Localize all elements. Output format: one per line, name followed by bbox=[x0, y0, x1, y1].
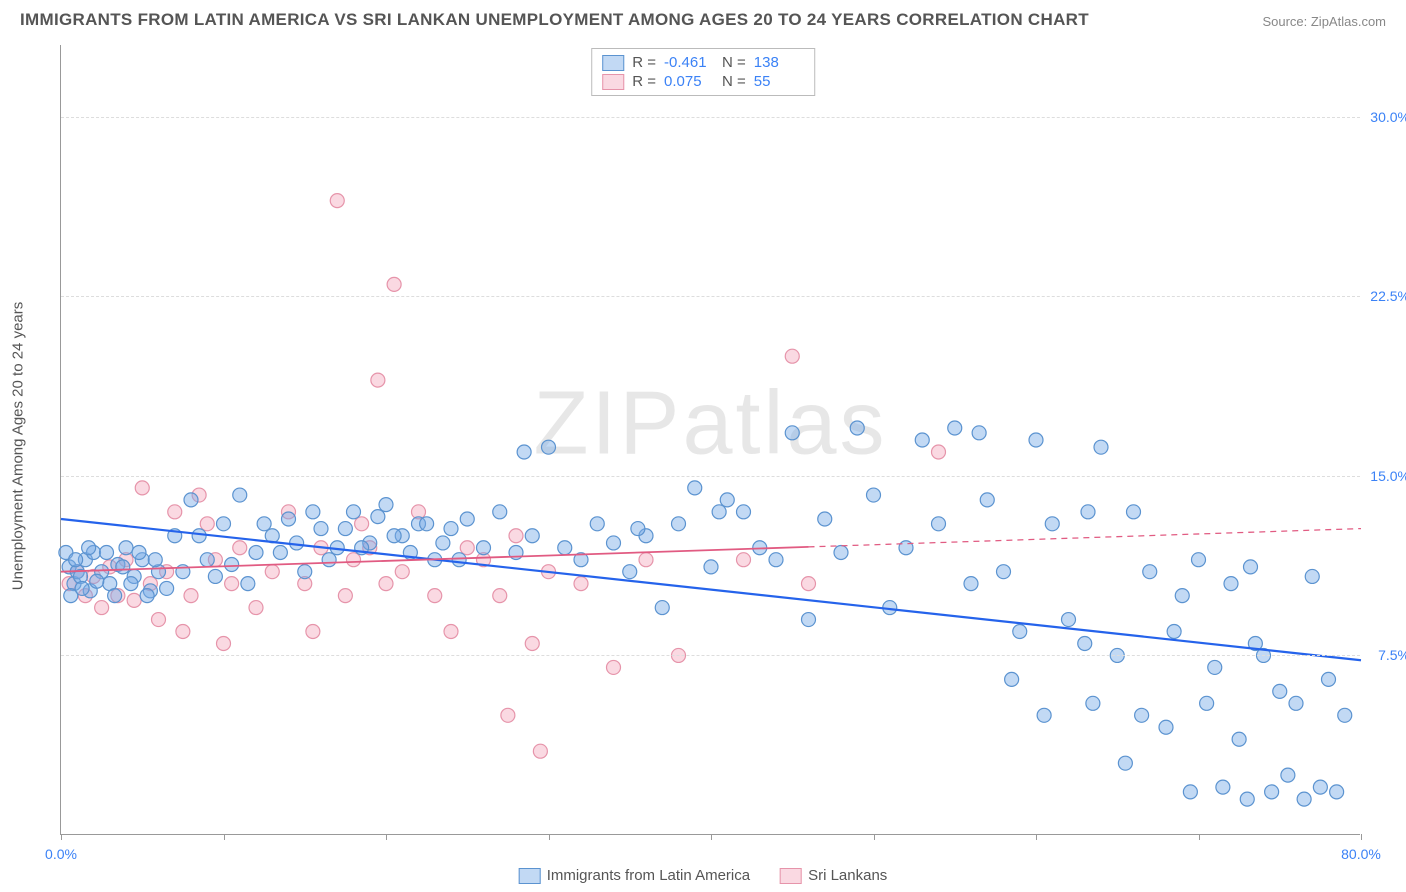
legend-stats-row-pink: R = 0.075 N = 55 bbox=[602, 72, 804, 91]
legend-series: Immigrants from Latin America Sri Lankan… bbox=[519, 867, 888, 884]
legend-swatch-pink bbox=[780, 868, 802, 884]
legend-label-pink: Sri Lankans bbox=[808, 867, 887, 884]
n-value-blue: 138 bbox=[754, 54, 804, 71]
y-tick-label: 15.0% bbox=[1370, 468, 1406, 484]
y-tick-label: 22.5% bbox=[1370, 288, 1406, 304]
legend-item-blue: Immigrants from Latin America bbox=[519, 867, 750, 884]
chart-title: IMMIGRANTS FROM LATIN AMERICA VS SRI LAN… bbox=[20, 10, 1089, 30]
r-value-blue: -0.461 bbox=[664, 54, 714, 71]
legend-stats: R = -0.461 N = 138 R = 0.075 N = 55 bbox=[591, 48, 815, 96]
legend-swatch-blue bbox=[602, 55, 624, 71]
y-axis-label: Unemployment Among Ages 20 to 24 years bbox=[10, 302, 27, 591]
legend-item-pink: Sri Lankans bbox=[780, 867, 887, 884]
y-tick-label: 30.0% bbox=[1370, 109, 1406, 125]
r-label: R = bbox=[632, 54, 656, 71]
scatter-svg bbox=[61, 45, 1360, 834]
source-attribution: Source: ZipAtlas.com bbox=[1262, 14, 1386, 29]
n-value-pink: 55 bbox=[754, 73, 804, 90]
legend-label-blue: Immigrants from Latin America bbox=[547, 867, 750, 884]
legend-stats-row-blue: R = -0.461 N = 138 bbox=[602, 53, 804, 72]
n-label: N = bbox=[722, 54, 746, 71]
r-value-pink: 0.075 bbox=[664, 73, 714, 90]
r-label: R = bbox=[632, 73, 656, 90]
x-tick-label: 0.0% bbox=[45, 846, 77, 862]
x-tick-label: 80.0% bbox=[1341, 846, 1381, 862]
plot-area: ZIPatlas 7.5%15.0%22.5%30.0%0.0%80.0% bbox=[60, 45, 1360, 835]
y-tick-label: 7.5% bbox=[1378, 647, 1406, 663]
n-label: N = bbox=[722, 73, 746, 90]
legend-swatch-pink bbox=[602, 74, 624, 90]
legend-swatch-blue bbox=[519, 868, 541, 884]
